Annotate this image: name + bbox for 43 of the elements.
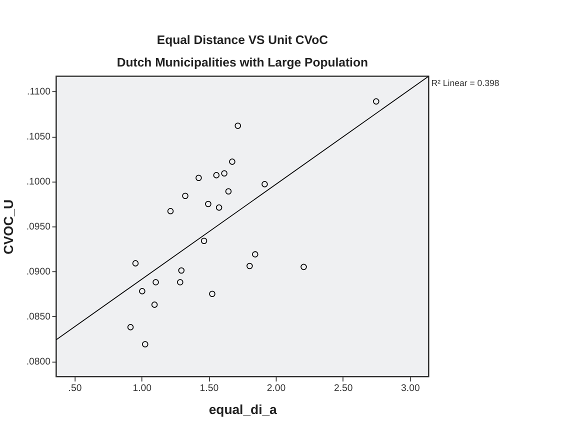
point	[205, 200, 212, 208]
x-tick-label: 1.00	[132, 383, 152, 394]
point	[234, 122, 241, 129]
chart-subtitle: Dutch Municipalities with Large Population	[116, 56, 368, 70]
point	[229, 158, 236, 165]
x-tick-label: .50	[68, 383, 82, 394]
point	[182, 192, 188, 200]
chart-title: Equal Distance VS Unit CVoC	[156, 32, 328, 47]
x-tick-label: 2.00	[266, 383, 286, 394]
point	[178, 267, 185, 274]
point	[221, 170, 228, 177]
point	[127, 324, 134, 330]
x-tick-label: 3.00	[401, 383, 420, 394]
point	[132, 260, 139, 266]
y-tick-label: .0850	[26, 311, 51, 322]
point	[142, 341, 148, 348]
point	[196, 174, 202, 182]
point	[139, 288, 146, 294]
point	[152, 279, 159, 286]
point	[213, 172, 220, 178]
point	[177, 279, 184, 286]
point	[200, 238, 208, 244]
y-tick-label: .1000	[26, 176, 51, 188]
y-tick-label: .0800	[26, 356, 51, 368]
y-tick-label: .0950	[26, 222, 51, 233]
point	[262, 181, 268, 188]
point	[225, 188, 232, 195]
point	[252, 251, 258, 258]
y-tick-label: .1100	[27, 86, 51, 98]
x-tick-label: 2.50	[334, 383, 353, 394]
point	[167, 208, 174, 214]
y-tick-label: .1050	[26, 132, 51, 143]
point	[246, 262, 253, 270]
x-axis-title: equal_di_a	[208, 402, 278, 417]
text: R² Linear = 0.398	[431, 78, 500, 88]
point	[151, 302, 158, 308]
y-tick-label: .0900	[26, 266, 51, 278]
y-axis-title: CVOC_U	[1, 199, 16, 254]
x-tick-label: 1.50	[200, 383, 219, 394]
point	[209, 290, 216, 298]
point	[373, 98, 380, 105]
point	[216, 204, 222, 211]
point	[300, 264, 307, 270]
